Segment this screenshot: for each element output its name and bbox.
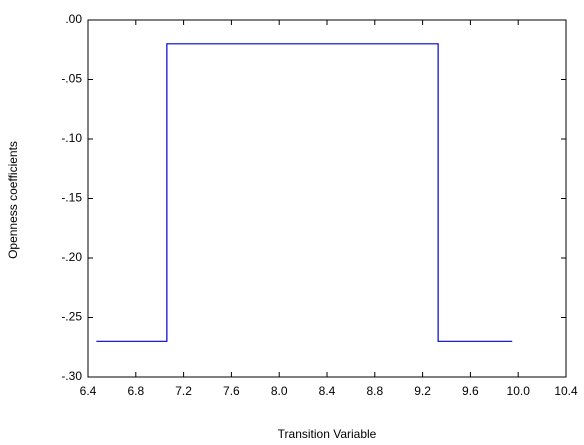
x-tick-label: 6.8 [127, 384, 144, 398]
y-tick-label: -.25 [61, 310, 82, 324]
plot-frame [87, 19, 567, 378]
y-axis-title: Openness coefficients [6, 141, 20, 259]
y-tick-label: -.05 [61, 72, 82, 86]
x-axis-title: Transition Variable [278, 427, 377, 441]
x-tick-label: 9.2 [414, 384, 431, 398]
x-tick-label: 10.4 [554, 384, 578, 398]
x-tick-label: 8.4 [319, 384, 336, 398]
x-tick-label: 9.6 [462, 384, 479, 398]
y-tick-label: -.10 [61, 131, 82, 145]
y-tick-label: -.30 [61, 369, 82, 383]
x-tick-label: 6.4 [80, 384, 97, 398]
x-tick-label: 8.8 [366, 384, 383, 398]
y-tick-label: .00 [65, 12, 82, 26]
x-tick-label: 10.0 [507, 384, 531, 398]
x-tick-label: 8.0 [271, 384, 288, 398]
y-tick-label: -.20 [61, 250, 82, 264]
x-tick-label: 7.6 [223, 384, 240, 398]
x-tick-label: 7.2 [175, 384, 192, 398]
data-line [96, 43, 513, 342]
y-tick-label: -.15 [61, 191, 82, 205]
